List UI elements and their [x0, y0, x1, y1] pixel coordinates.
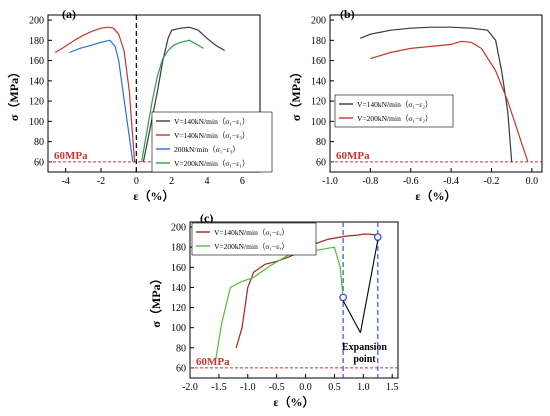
series-line [54, 26, 136, 162]
legend-box [191, 222, 317, 256]
legend-entry: V=140kN/min（σ₁−εᵥ） [214, 228, 289, 237]
x-tick-label: 1.0 [357, 382, 370, 393]
reference-label: 60MPa [336, 150, 370, 162]
panel-c: 60 80 100 120 140 160 180 200 -2.0 -1.5 -1.0 -0.5 0.… [148, 211, 399, 409]
x-tick-label: -2 [97, 176, 105, 187]
legend-entry: V=140kN/min（σ₁−ε₁） [174, 117, 249, 126]
y-tick-label: 120 [171, 303, 186, 314]
x-axis-label: ε（%） [133, 188, 174, 203]
panel-a: 60 80 100 120 140 160 180 200 -4 -2 0 2 4 6 ε（%） σ（MPa）… [6, 7, 273, 203]
legend: V=140kN/min（σ₁−ε₂） V=200kN/min（σ₁−ε₂） [334, 94, 454, 128]
x-tick-label: -1.0 [240, 382, 256, 393]
expansion-point-marker [373, 233, 382, 241]
y-tick-label: 60 [34, 157, 44, 168]
plot-frame [189, 221, 399, 379]
y-tick-label: 80 [316, 137, 326, 148]
y-tick-label: 100 [311, 117, 326, 128]
y-tick-label: 200 [171, 223, 186, 234]
series-line [360, 26, 513, 162]
x-tick-label: -0.8 [362, 176, 378, 187]
y-tick-label: 60 [316, 157, 326, 168]
annotation-text: point [353, 354, 376, 365]
y-axis-label: σ（MPa） [6, 66, 21, 121]
x-tick-label: -1.0 [322, 176, 338, 187]
panel-label: (b) [340, 7, 355, 21]
y-tick-label: 160 [171, 263, 186, 274]
y-tick-label: 180 [29, 36, 44, 47]
y-tick-label: 100 [29, 117, 44, 128]
x-tick-label: 4 [205, 176, 210, 187]
legend-entry: V=200kN/min（σ₁−εᵥ） [214, 242, 289, 251]
panel-label: (c) [200, 211, 213, 225]
y-tick-label: 80 [176, 343, 186, 354]
y-tick-label: 140 [311, 76, 326, 87]
annotation-arrow [342, 300, 361, 333]
legend-entry: 200kN/min（σ₁−ε₃） [174, 145, 240, 154]
reference-label: 60MPa [54, 150, 88, 162]
panel-b: 60 80 100 120 140 160 180 200 -1.0 -0.8 -0.6 -0.4 -0… [288, 7, 543, 203]
x-tick-label: 6 [240, 176, 245, 187]
x-tick-label: -0.4 [443, 176, 459, 187]
y-tick-label: 140 [29, 76, 44, 87]
y-tick-label: 160 [29, 56, 44, 67]
legend-entry: V=200kN/min（σ₁−ε₁） [174, 159, 249, 168]
y-tick-label: 120 [311, 97, 326, 108]
series-line [215, 246, 344, 358]
legend: V=140kN/min（σ₁−ε₁） V=140kN/min（σ₁−ε₃） 200k… [151, 111, 273, 173]
y-tick-label: 200 [29, 16, 44, 27]
series-line [370, 40, 529, 163]
x-axis-label: ε（%） [415, 188, 456, 203]
y-tick-label: 120 [29, 97, 44, 108]
legend-entry: V=140kN/min（σ₁−ε₃） [174, 131, 249, 140]
x-tick-label: -4 [61, 176, 69, 187]
x-tick-label: -0.5 [269, 382, 285, 393]
y-axis-label: σ（MPa） [288, 66, 303, 121]
y-tick-label: 60 [176, 363, 186, 374]
y-tick-label: 200 [311, 16, 326, 27]
annotation-arrow [359, 239, 379, 333]
legend-entry: V=200kN/min（σ₁−ε₂） [357, 114, 432, 123]
x-tick-label: -1.5 [211, 382, 227, 393]
x-tick-label: 0 [134, 176, 139, 187]
x-tick-label: 0.0 [526, 176, 539, 187]
legend-box [151, 111, 273, 173]
legend: V=140kN/min（σ₁−εᵥ） V=200kN/min（σ₁−εᵥ） [191, 222, 317, 256]
series-line [142, 26, 225, 163]
y-tick-label: 80 [34, 137, 44, 148]
panel-label: (a) [62, 7, 76, 21]
y-tick-label: 140 [171, 283, 186, 294]
x-tick-label: 2 [169, 176, 174, 187]
reference-label: 60MPa [196, 356, 230, 368]
annotation-text: Expansion [342, 342, 387, 353]
y-axis-label: σ（MPa） [148, 272, 163, 327]
series-line [141, 39, 204, 163]
y-tick-label: 180 [311, 36, 326, 47]
x-tick-label: 1.5 [386, 382, 399, 393]
x-tick-label: 0.0 [299, 382, 312, 393]
x-tick-label: -0.2 [484, 176, 500, 187]
y-tick-label: 100 [171, 323, 186, 334]
plot-frame [329, 14, 543, 173]
x-tick-label: -0.6 [403, 176, 419, 187]
legend-entry: V=140kN/min（σ₁−ε₂） [357, 100, 432, 109]
expansion-point-marker [339, 293, 347, 302]
y-tick-label: 160 [311, 56, 326, 67]
series-line [68, 39, 134, 162]
x-tick-label: -2.0 [182, 382, 198, 393]
x-tick-label: 0.5 [328, 382, 341, 393]
x-axis-label: ε（%） [273, 394, 314, 409]
legend-box [334, 94, 454, 128]
y-tick-label: 180 [171, 243, 186, 254]
